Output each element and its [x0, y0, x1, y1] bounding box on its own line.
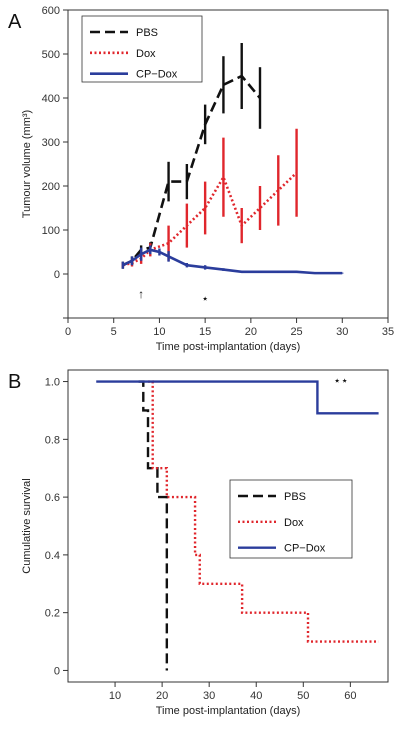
annotation-marker: ↑ [138, 287, 144, 301]
annotation-marker: ⋆ [201, 292, 209, 306]
legend-label: CP−Dox [136, 69, 178, 81]
x-axis-title: Time post-implantation (days) [156, 705, 300, 717]
x-tick-label: 40 [250, 690, 262, 702]
y-tick-label: 300 [42, 137, 60, 149]
y-tick-label: 1.0 [45, 377, 60, 389]
x-tick-label: 25 [290, 326, 302, 338]
y-tick-label: 0 [54, 665, 60, 677]
legend-label: PBS [284, 491, 306, 503]
legend-label: Dox [136, 48, 156, 60]
annotation-marker: ⋆⋆ [333, 373, 348, 387]
series-line-pbs [122, 74, 261, 267]
y-tick-label: 100 [42, 225, 60, 237]
panel-letter: A [8, 11, 22, 33]
legend-label: CP−Dox [284, 543, 326, 555]
y-axis-title: Cumulative survival [21, 478, 33, 573]
panel-b: B 10 20 30 40 50 60 0 0.2 0.4 0.6 0.8 1.0 Time post-i… [8, 369, 389, 717]
x-tick-label: 35 [382, 326, 394, 338]
plot-frame [67, 369, 389, 683]
plot-frame [67, 9, 389, 319]
x-tick-label: 20 [156, 690, 168, 702]
y-tick-label: 0.6 [45, 492, 60, 504]
x-tick-label: 50 [297, 690, 309, 702]
y-axis-title: Tumour volume (mm³) [21, 110, 33, 218]
panel-letter: B [8, 371, 21, 393]
x-tick-label: 60 [344, 690, 356, 702]
x-tick-label: 30 [203, 690, 215, 702]
legend-box [81, 15, 203, 83]
x-tick-label: 0 [65, 326, 71, 338]
y-tick-label: 0.8 [45, 434, 60, 446]
x-tick-label: 30 [336, 326, 348, 338]
x-tick-label: 10 [109, 690, 121, 702]
legend-box [229, 479, 353, 559]
legend-label: Dox [284, 517, 304, 529]
y-tick-label: 0.4 [45, 550, 60, 562]
x-tick-label: 10 [153, 326, 165, 338]
y-tick-label: 600 [42, 5, 60, 17]
series-line-pbs [138, 380, 169, 671]
y-tick-label: 200 [42, 181, 60, 193]
x-tick-label: 5 [111, 326, 117, 338]
y-tick-label: 0 [54, 269, 60, 281]
series-line-cpdox [122, 248, 343, 275]
y-tick-label: 400 [42, 93, 60, 105]
x-tick-label: 15 [199, 326, 211, 338]
panel-a: A 0 5 10 15 20 25 30 35 0 100 200 300 400 500 600 Time p… [8, 5, 394, 353]
y-tick-label: 500 [42, 49, 60, 61]
y-tick-label: 0.2 [45, 608, 60, 620]
series-line-cpdox [96, 380, 379, 415]
x-axis-title: Time post-implantation (days) [156, 341, 300, 353]
x-tick-label: 20 [245, 326, 257, 338]
legend-label: PBS [136, 27, 158, 39]
